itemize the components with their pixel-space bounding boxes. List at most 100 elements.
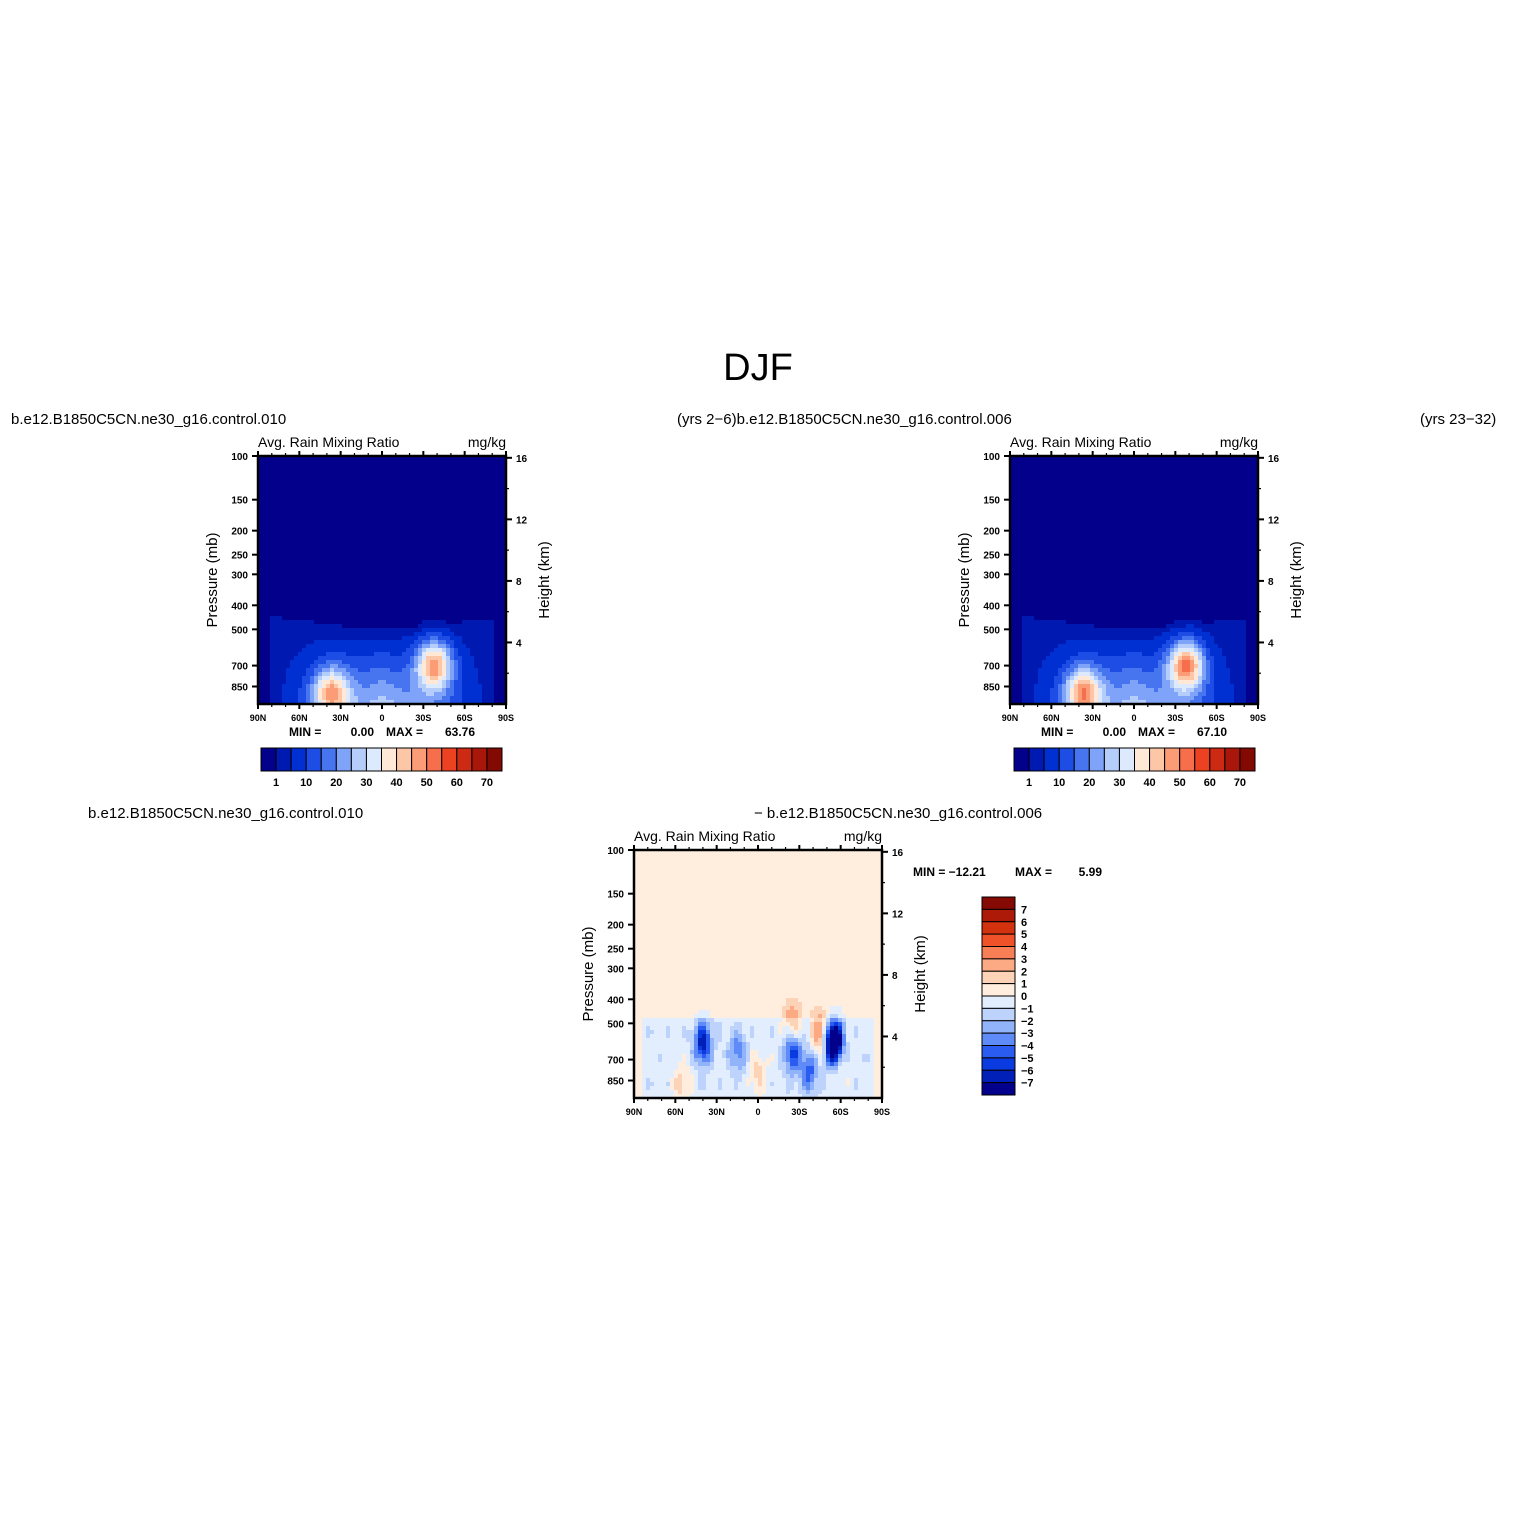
x-tick-label: 30S [415,713,431,723]
field-cell [1018,484,1023,489]
field-cell [1026,696,1031,701]
field-cell [266,492,271,497]
field-cell [310,640,315,645]
field-cell [438,616,443,621]
field-cell [310,700,315,705]
field-cell [1038,644,1043,649]
field-cell [298,512,303,517]
field-cell [486,512,491,517]
field-cell [1010,480,1015,485]
field-cell [1042,616,1047,621]
field-cell [310,692,315,697]
field-cell [274,640,279,645]
field-cell [330,604,335,609]
field-cell [462,616,467,621]
field-cell [386,620,391,625]
field-cell [314,568,319,573]
field-cell [258,524,263,529]
field-cell [326,700,331,705]
field-cell [314,552,319,557]
field-cell [430,540,435,545]
field-cell [446,664,451,669]
field-cell [1074,524,1079,529]
field-cell [1038,556,1043,561]
field-cell [1026,668,1031,673]
field-cell [1046,652,1051,657]
field-cell [1070,456,1075,461]
field-cell [278,620,283,625]
field-cell [434,516,439,521]
field-cell [502,532,507,537]
field-cell [426,652,431,657]
field-cell [1058,556,1063,561]
field-cell [294,584,299,589]
field-cell [378,604,383,609]
field-cell [1054,656,1059,661]
field-cell [286,500,291,505]
field-cell [334,540,339,545]
field-cell [1034,536,1039,541]
field-cell [302,504,307,509]
field-cell [462,668,467,673]
field-cell [354,552,359,557]
field-cell [278,548,283,553]
field-cell [494,628,499,633]
field-cell [314,648,319,653]
field-cell [1022,640,1027,645]
field-cell [1050,572,1055,577]
field-cell [342,492,347,497]
field-cell [1058,680,1063,685]
field-cell [386,520,391,525]
field-cell [294,608,299,613]
field-cell [270,696,275,701]
field-cell [346,520,351,525]
field-cell [438,544,443,549]
field-cell [386,628,391,633]
field-cell [458,528,463,533]
field-cell [390,496,395,501]
field-cell [1046,580,1051,585]
field-cell [306,556,311,561]
field-cell [290,548,295,553]
field-cell [1034,484,1039,489]
field-cell [474,624,479,629]
field-cell [1030,652,1035,657]
field-cell [338,668,343,673]
field-cell [342,468,347,473]
field-cell [426,460,431,465]
field-cell [282,656,287,661]
field-cell [494,632,499,637]
field-cell [486,644,491,649]
field-cell [454,532,459,537]
field-cell [462,624,467,629]
field-cell [362,512,367,517]
field-cell [326,668,331,673]
field-cell [346,648,351,653]
field-cell [266,700,271,705]
field-cell [266,588,271,593]
field-cell [434,588,439,593]
field-cell [358,612,363,617]
field-cell [266,668,271,673]
field-cell [386,572,391,577]
field-cell [382,620,387,625]
field-cell [314,592,319,597]
field-cell [406,628,411,633]
field-cell [338,632,343,637]
field-cell [478,584,483,589]
colorbar-label: 50 [421,777,433,789]
field-cell [1054,528,1059,533]
field-cell [406,536,411,541]
field-cell [462,696,467,701]
field-cell [1050,696,1055,701]
field-cell [1026,536,1031,541]
field-cell [1034,516,1039,521]
field-cell [486,464,491,469]
field-cell [426,456,431,461]
field-cell [386,676,391,681]
field-cell [278,484,283,489]
field-cell [270,588,275,593]
field-cell [414,512,419,517]
field-cell [370,576,375,581]
field-cell [426,612,431,617]
